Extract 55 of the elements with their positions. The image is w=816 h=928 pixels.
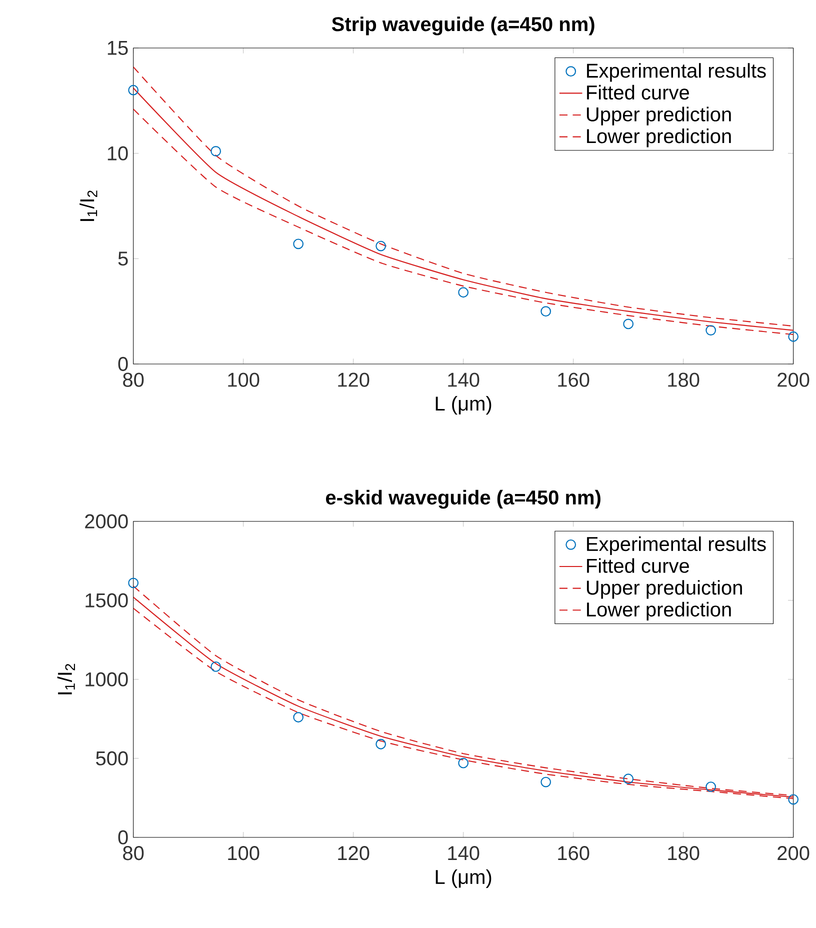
point [706,782,716,792]
point [293,238,304,250]
point [458,287,469,298]
point [376,240,386,252]
legend-label: Lower prediction [587,128,731,148]
y-tick-label: 15 [108,41,128,55]
x-tick-label: 100 [228,372,260,387]
y-tick-label: 5 [118,252,128,266]
legend-label: Experimental results [587,536,766,556]
point [706,325,716,336]
legend-label: Experimental results [587,63,766,82]
point [540,776,552,788]
x-tick-label: 120 [338,846,370,860]
point [128,84,139,96]
x-tick-label: 100 [228,846,260,860]
x-tick-label: 140 [448,372,480,387]
x-tick-label: 200 [778,372,810,387]
point [623,318,634,330]
chart-title: Strip waveguide (a=450 nm) [332,16,594,36]
y-tick-label: 500 [96,751,128,766]
legend-label: Upper prediction [586,106,731,126]
x-tick-label: 160 [558,372,590,387]
point [210,146,222,156]
legend-label: Upper preduiction [586,580,742,599]
point [540,306,552,317]
y-tick-label: 10 [108,146,128,160]
point [210,661,222,672]
point [788,794,799,805]
legend-label: Lower prediction [587,602,731,621]
x-tick-label: 80 [123,372,144,387]
y-tick-label: 0 [118,356,128,372]
point [788,331,799,342]
x-tick-label: 120 [338,372,370,387]
y-tick-label: 0 [118,830,128,844]
x-tick-label: 200 [778,846,810,860]
y-tick-label: 2000 [85,514,128,528]
y-axis-title: I$_{1}$/I$_{2}$ [80,190,98,221]
point [376,738,386,750]
y-tick-label: 1000 [86,672,128,686]
point [458,758,469,768]
x-tick-label: 180 [668,372,700,387]
x-axis-title: L (μm) [436,869,492,888]
x-tick-label: 160 [558,846,590,860]
y-axis-title: I$_{1}$/I$_{2}$ [57,664,75,694]
chart-title: e-skid waveguide (a=450 nm) [326,490,600,509]
x-tick-label: 180 [668,846,700,860]
x-axis-title: L (μm) [436,396,492,415]
y-tick-label: 1500 [86,593,128,608]
point [293,712,304,722]
legend-label: Fitted curve [587,558,689,573]
point [623,774,634,784]
point [128,578,139,588]
legend-label: Fitted curve [587,84,689,100]
x-tick-label: 140 [448,846,480,860]
x-tick-label: 80 [123,846,144,860]
